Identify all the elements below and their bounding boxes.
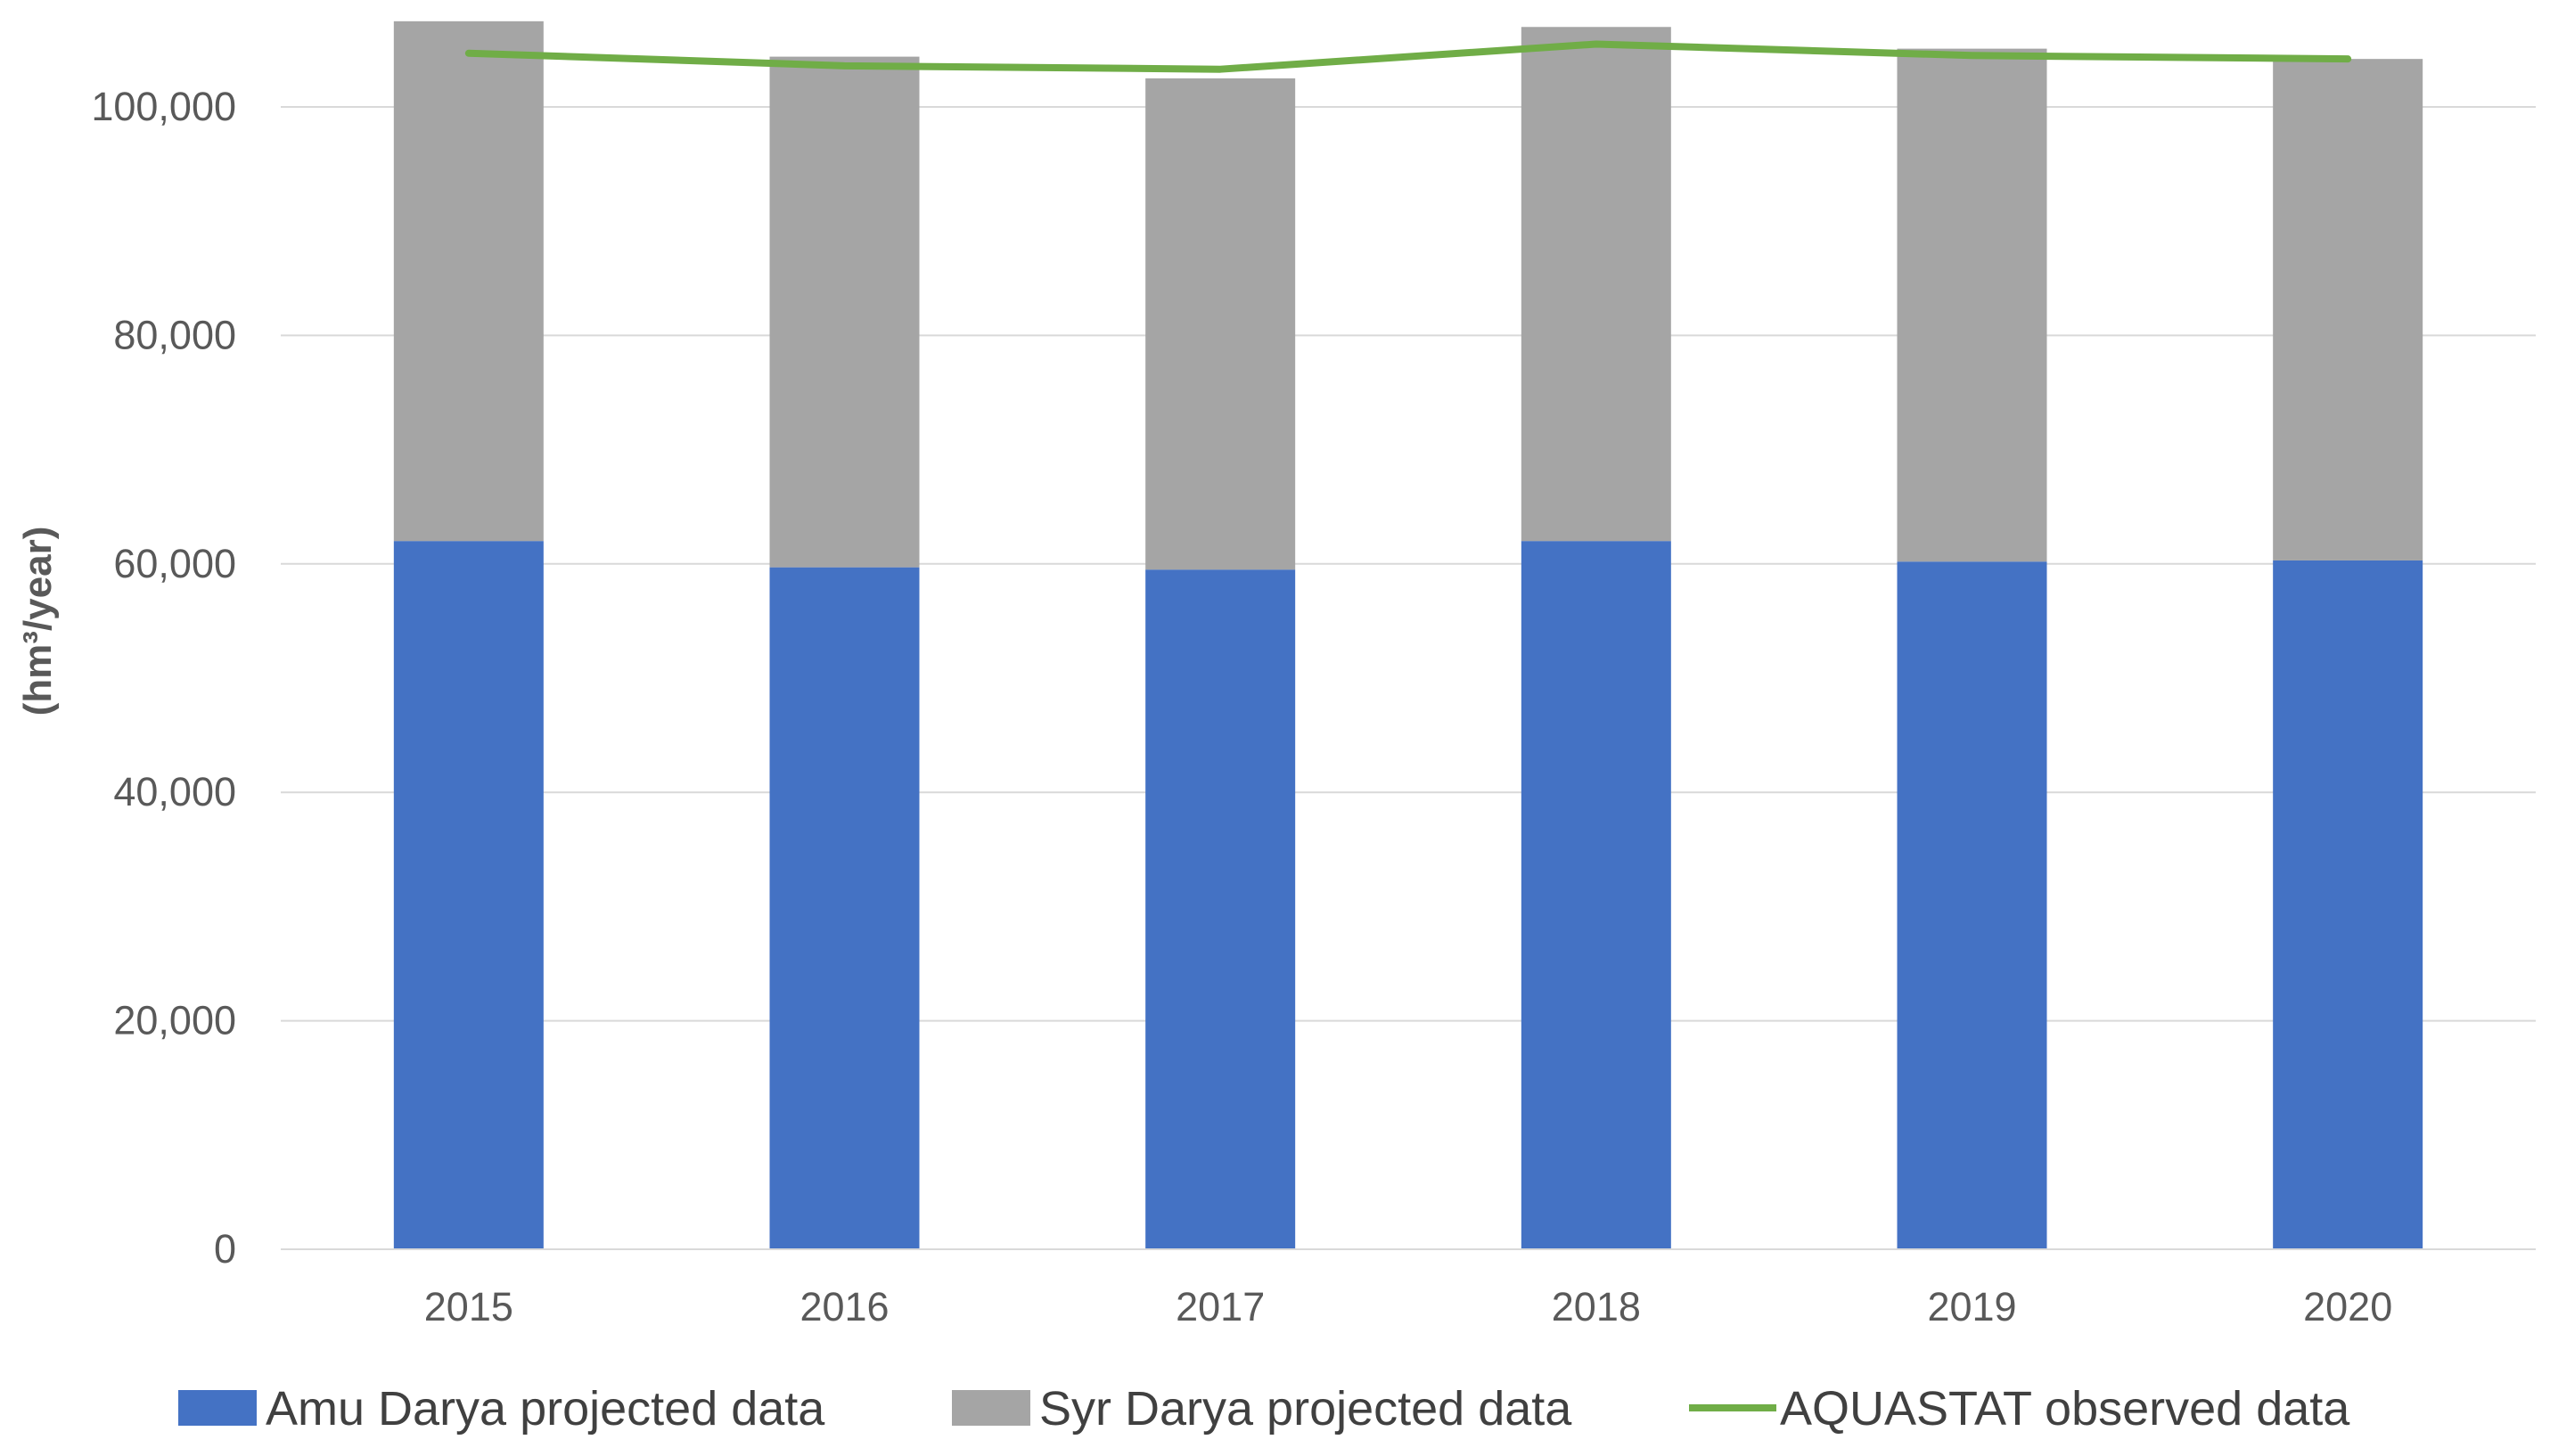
- bar-syr-darya-projected-data-2018: [1521, 27, 1671, 542]
- x-tick-label: 2020: [2303, 1284, 2392, 1329]
- legend-swatch-amu-darya-projected-data: [178, 1390, 257, 1426]
- bars: [393, 20, 2423, 1249]
- legend-label-syr-darya-projected-data: Syr Darya projected data: [1039, 1382, 1572, 1436]
- legend-swatch-syr-darya-projected-data: [952, 1390, 1030, 1426]
- y-tick-label: 100,000: [91, 84, 236, 129]
- gridlines: [281, 106, 2536, 1022]
- y-tick-label: 60,000: [113, 541, 236, 586]
- bar-amu-darya-projected-data-2016: [769, 567, 920, 1249]
- y-tick-label: 20,000: [113, 998, 236, 1043]
- x-tick-label: 2017: [1176, 1284, 1265, 1329]
- y-axis-title: (hm³/year): [16, 527, 60, 716]
- bar-syr-darya-projected-data-2016: [769, 56, 920, 568]
- bar-amu-darya-projected-data-2015: [393, 541, 544, 1249]
- x-tick-label: 2018: [1552, 1284, 1641, 1329]
- line-aquastat-observed-data: [464, 40, 2352, 73]
- y-tick-label: 0: [214, 1226, 236, 1272]
- legend-label-aquastat-observed-data: AQUASTAT observed data: [1780, 1382, 2350, 1436]
- bar-amu-darya-projected-data-2019: [1897, 561, 2047, 1249]
- x-tick-label: 2019: [1927, 1284, 2016, 1329]
- bar-syr-darya-projected-data-2017: [1145, 78, 1296, 570]
- x-tick-label: 2016: [799, 1284, 889, 1329]
- y-tick-label: 80,000: [113, 312, 236, 357]
- x-tick-label: 2015: [424, 1284, 513, 1329]
- bar-amu-darya-projected-data-2018: [1521, 541, 1671, 1249]
- legend-label-amu-darya-projected-data: Amu Darya projected data: [266, 1382, 825, 1436]
- bar-syr-darya-projected-data-2015: [393, 20, 544, 542]
- observed-line: [464, 40, 2352, 73]
- axes: 0 20,000 40,000 60,000 80,000 100,000 2015 2016…: [16, 84, 2536, 1329]
- bar-syr-darya-projected-data-2020: [2273, 59, 2423, 560]
- bar-syr-darya-projected-data-2019: [1897, 48, 2047, 562]
- y-tick-label: 40,000: [113, 769, 236, 814]
- legend: Amu Darya projected data Syr Darya projec…: [178, 1382, 2350, 1436]
- bar-amu-darya-projected-data-2017: [1145, 569, 1296, 1249]
- bar-amu-darya-projected-data-2020: [2273, 560, 2423, 1249]
